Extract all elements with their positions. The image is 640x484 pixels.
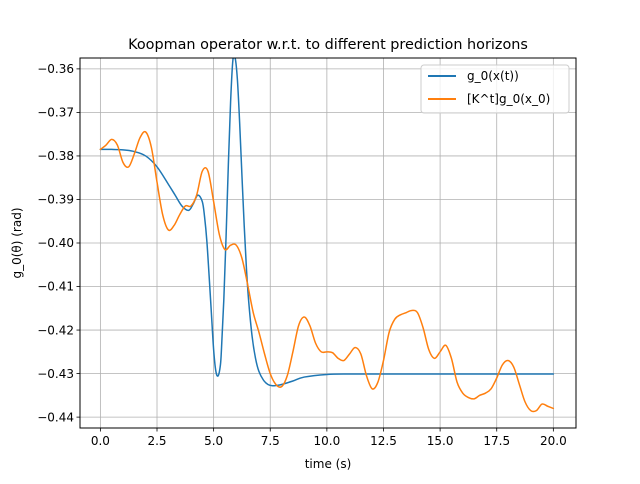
y-tick-label: −0.44 [37,410,74,424]
x-tick-label: 2.5 [147,434,166,448]
x-tick-label: 17.5 [483,434,510,448]
x-tick-label: 0.0 [91,434,110,448]
y-axis-label: g_0(θ) (rad) [10,207,24,278]
y-axis: −0.36 −0.37 −0.38 −0.39 −0.40 −0.41 −0.42 −0.43… [37,62,80,424]
y-tick-label: −0.38 [37,149,74,163]
x-tick-label: 7.5 [261,434,280,448]
x-tick-label: 10.0 [314,434,341,448]
series-layer [99,58,555,413]
x-tick-label: 15.0 [427,434,454,448]
y-tick-label: −0.41 [37,280,74,294]
y-tick-label: −0.43 [37,367,74,381]
x-tick-label: 12.5 [370,434,397,448]
legend: g_0(x(t)) [K^t]g_0(x_0) [420,64,570,114]
y-tick-label: −0.37 [37,106,74,120]
legend-label-series-2: [K^t]g_0(x_0) [467,92,550,106]
chart-title: Koopman operator w.r.t. to different pre… [128,37,528,53]
y-tick-label: −0.40 [37,236,74,250]
x-tick-label: 20.0 [540,434,567,448]
legend-label-series-1: g_0(x(t)) [467,69,519,83]
x-axis: 0.0 2.5 5.0 7.5 10.0 12.5 15.0 17.5 20.0 [91,428,567,448]
series-line-2 [99,130,555,413]
x-axis-label: time (s) [305,457,352,471]
y-tick-label: −0.42 [37,323,74,337]
y-tick-label: −0.39 [37,193,74,207]
legend-box [420,64,570,114]
y-tick-label: −0.36 [37,62,74,76]
x-tick-label: 5.0 [204,434,223,448]
